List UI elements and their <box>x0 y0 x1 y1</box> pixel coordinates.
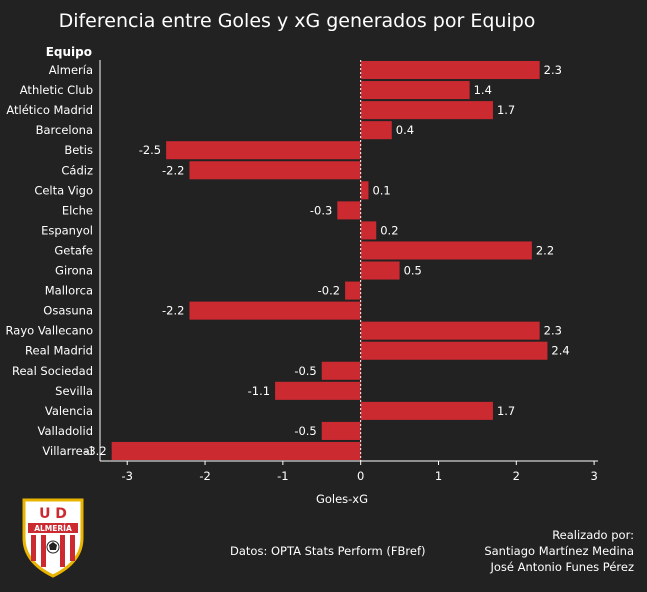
data-label: -2.5 <box>139 143 161 157</box>
x-axis-title: Goles-xG <box>316 492 368 506</box>
category-label: Barcelona <box>36 123 93 137</box>
bar <box>360 121 392 140</box>
data-source: Datos: OPTA Stats Perform (FBref) <box>230 544 426 558</box>
category-label: Elche <box>62 203 93 217</box>
category-label: Athletic Club <box>20 83 93 97</box>
data-label: -0.3 <box>310 203 332 217</box>
data-label: -0.5 <box>294 424 316 438</box>
data-label: 1.7 <box>497 103 515 117</box>
data-label: 1.4 <box>474 83 492 97</box>
x-tick-label: -2 <box>199 469 210 483</box>
category-label: Villarreal <box>42 444 93 458</box>
author-2: José Antonio Funes Pérez <box>490 560 635 574</box>
data-label: 0.1 <box>372 183 390 197</box>
data-label: -2.2 <box>162 304 184 318</box>
author-1: Santiago Martínez Medina <box>484 544 634 558</box>
bar <box>360 341 548 360</box>
category-label: Betis <box>64 143 93 157</box>
bar <box>360 101 493 120</box>
category-label: Valladolid <box>38 424 93 438</box>
chart-title: Diferencia entre Goles y xG generados po… <box>59 10 536 32</box>
category-label: Cádiz <box>61 163 93 177</box>
x-ticks: -3 -2 -1 0 1 2 3 <box>122 461 598 483</box>
data-label: -0.5 <box>294 364 316 378</box>
bar <box>111 441 361 460</box>
bar <box>189 301 361 320</box>
category-label: Real Sociedad <box>12 364 93 378</box>
value-labels: 2.31.41.70.4-2.5-2.20.1-0.30.22.20.5-0.2… <box>84 63 570 458</box>
data-label: 0.5 <box>404 264 422 278</box>
category-label: Rayo Vallecano <box>6 324 93 338</box>
bar <box>360 61 540 80</box>
data-label: 1.7 <box>497 404 515 418</box>
category-label: Valencia <box>45 404 93 418</box>
category-label: Mallorca <box>45 284 93 298</box>
bar <box>166 141 361 160</box>
category-label: Atlético Madrid <box>6 103 93 117</box>
crest-band-text: ALMERÍA <box>34 524 72 533</box>
category-label: Espanyol <box>41 223 93 237</box>
data-label: 0.2 <box>380 223 398 237</box>
club-crest-logo: U D ALMERÍA <box>22 498 84 578</box>
data-label: -2.2 <box>162 163 184 177</box>
category-label: Almería <box>49 63 93 77</box>
bar <box>360 81 470 100</box>
data-label: 2.3 <box>544 63 562 77</box>
bar <box>321 421 361 440</box>
category-label: Sevilla <box>55 384 93 398</box>
credit-heading: Realizado por: <box>552 528 634 542</box>
crest-top-text: U D <box>39 506 67 522</box>
x-tick-label: -3 <box>122 469 133 483</box>
bar <box>360 261 400 280</box>
x-tick-label: -1 <box>277 469 288 483</box>
bar <box>321 361 361 380</box>
x-tick-label: 1 <box>435 469 442 483</box>
y-axis-title: Equipo <box>46 45 92 59</box>
bar <box>345 281 361 300</box>
x-tick-label: 3 <box>590 469 597 483</box>
data-label: 2.3 <box>544 324 562 338</box>
bar <box>275 381 361 400</box>
data-label: 2.2 <box>536 243 554 257</box>
bar <box>360 241 532 260</box>
data-label: -0.2 <box>318 284 340 298</box>
bar <box>360 221 377 240</box>
data-label: 2.4 <box>551 344 569 358</box>
bar <box>360 321 540 340</box>
bar <box>337 201 361 220</box>
category-label: Real Madrid <box>25 344 93 358</box>
x-tick-label: 0 <box>357 469 364 483</box>
data-label: 0.4 <box>396 123 414 137</box>
bar <box>189 161 361 180</box>
bars-layer <box>111 61 548 460</box>
data-label: -3.2 <box>84 444 106 458</box>
category-label: Celta Vigo <box>34 183 93 197</box>
bar <box>360 401 493 420</box>
category-labels: Almería Athletic Club Atlético Madrid Barce… <box>6 63 93 458</box>
category-label: Getafe <box>54 243 93 257</box>
bar <box>360 181 369 200</box>
category-label: Girona <box>55 264 93 278</box>
category-label: Osasuna <box>43 304 93 318</box>
data-label: -1.1 <box>248 384 270 398</box>
x-tick-label: 2 <box>513 469 520 483</box>
